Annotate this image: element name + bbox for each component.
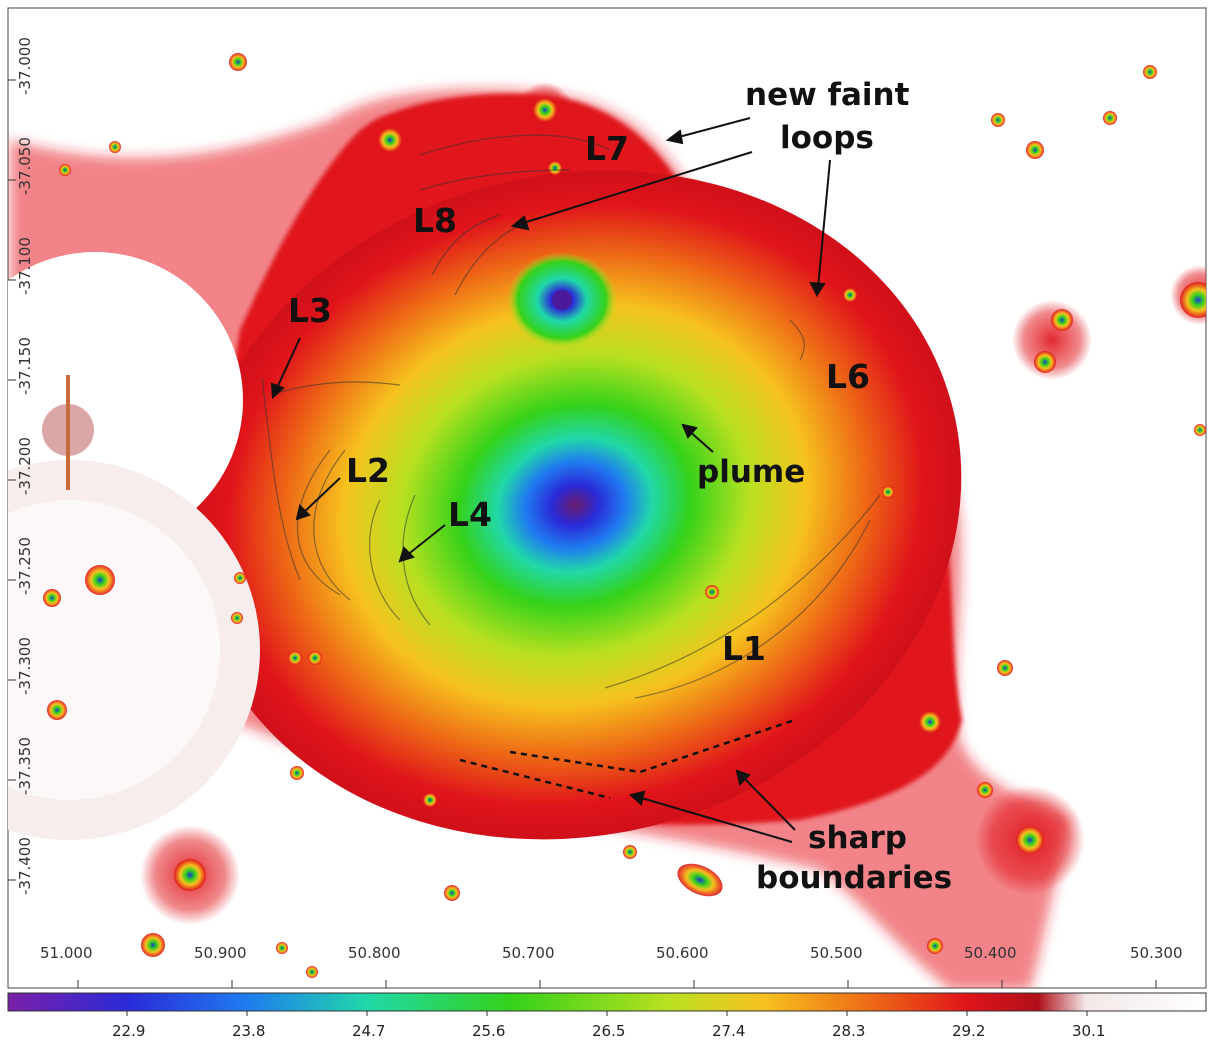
label-boundaries: boundaries: [756, 860, 952, 896]
dec-tick: -37.150: [16, 337, 34, 395]
ra-tick: 50.500: [810, 944, 863, 962]
loop-curves: [261, 134, 881, 699]
dec-tick: -37.250: [16, 537, 34, 595]
colorbar-tick: 25.6: [472, 1022, 505, 1040]
label-L1: L1: [722, 629, 766, 668]
label-plume: plume: [697, 454, 805, 490]
stars: [43, 53, 1206, 978]
label-L3: L3: [288, 291, 332, 330]
colorbar-tick: 29.2: [952, 1022, 985, 1040]
ra-tick: 50.900: [194, 944, 247, 962]
colorbar-gradient: [7, 992, 1207, 1012]
sharp-boundaries: [459, 718, 796, 800]
colorbar-tick: 26.5: [592, 1022, 625, 1040]
ra-tick: 51.000: [40, 944, 93, 962]
annotation-labels: new faint loops L7 L8 L3 L6 plume L2 L4 …: [288, 77, 952, 896]
label-L6: L6: [826, 357, 870, 396]
colorbar-tick: 22.9: [112, 1022, 145, 1040]
ra-tick: 50.300: [1130, 944, 1183, 962]
ra-tick: 50.600: [656, 944, 709, 962]
ra-tick: 50.800: [348, 944, 401, 962]
label-L4: L4: [448, 495, 492, 534]
label-L8: L8: [413, 201, 457, 240]
label-sharp: sharp: [808, 820, 907, 856]
dec-tick: -37.200: [16, 437, 34, 495]
ra-tick: 50.700: [502, 944, 555, 962]
colorbar-tick: 24.7: [352, 1022, 385, 1040]
ra-axis-labels: 51.000 50.900 50.800 50.700 50.600 50.50…: [40, 944, 1183, 962]
dec-tick: -37.300: [16, 637, 34, 695]
label-loops: loops: [780, 120, 874, 156]
label-new-faint: new faint: [745, 77, 910, 113]
annotation-arrows: [270, 117, 831, 843]
colorbar-tick: 23.8: [232, 1022, 265, 1040]
colorbar-tick: 28.3: [832, 1022, 865, 1040]
colorbar-tick: 27.4: [712, 1022, 745, 1040]
label-L7: L7: [585, 129, 629, 168]
dec-axis-labels: -37.000 -37.050 -37.100 -37.150 -37.200 …: [16, 37, 34, 895]
dec-tick: -37.400: [16, 837, 34, 895]
colorbar-tick: 30.1: [1072, 1022, 1105, 1040]
dec-tick: -37.050: [16, 137, 34, 195]
dec-tick: -37.350: [16, 737, 34, 795]
ra-tick: 50.400: [964, 944, 1017, 962]
galaxy-core: [188, 170, 962, 840]
label-L2: L2: [346, 451, 390, 490]
frame-ticks: [8, 79, 1157, 988]
dec-tick: -37.100: [16, 237, 34, 295]
dec-tick: -37.000: [16, 37, 34, 95]
colorbar: 22.9 23.8 24.7 25.6 26.5 27.4 28.3 29.2 …: [7, 992, 1207, 1040]
